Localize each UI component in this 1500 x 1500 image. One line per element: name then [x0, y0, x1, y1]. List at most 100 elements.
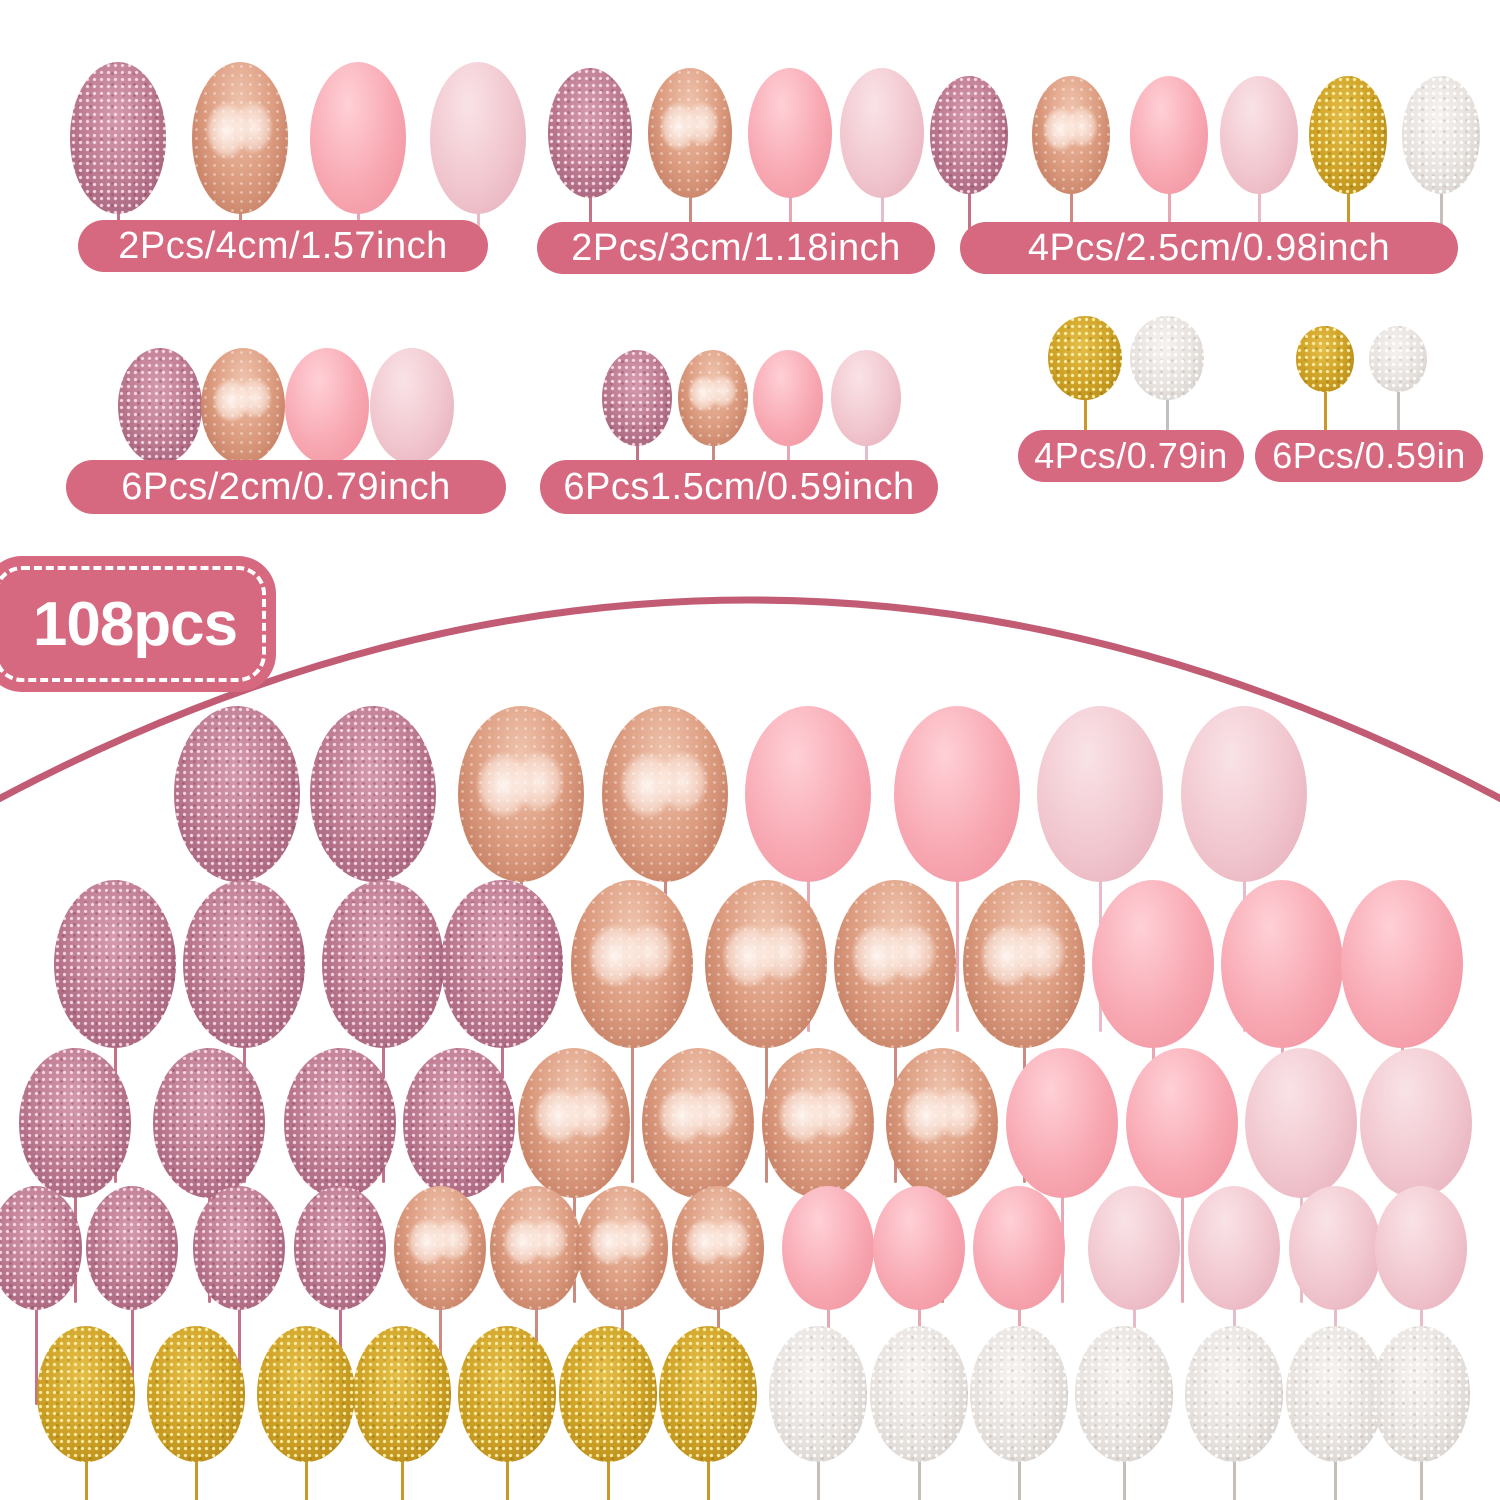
size-label: 4Pcs/2.5cm/0.98inch [1027, 226, 1391, 269]
ball-rosegold [963, 880, 1085, 1048]
size-label-pill: 6Pcs/2cm/0.79inch [66, 460, 506, 514]
size-label-pill: 2Pcs/4cm/1.57inch [78, 220, 488, 272]
ball-stick [880, 174, 884, 230]
ball-stick [1232, 1437, 1236, 1500]
ball-glitter-white [1185, 1326, 1283, 1462]
ball-pink [753, 350, 823, 446]
ball-stick [711, 428, 715, 468]
ball-glitter-pink [19, 1048, 131, 1198]
ball-glitter-white [1402, 76, 1480, 194]
ball-glitter-pink [118, 348, 202, 464]
ball-pink [894, 706, 1020, 882]
ball-glitter-white [1286, 1326, 1384, 1462]
ball-glitter-pink [193, 1186, 285, 1310]
ball-rosegold [642, 1048, 754, 1198]
ball-stick [1083, 384, 1087, 438]
ball-glitter-pink [310, 706, 436, 882]
ball-stick [588, 174, 592, 230]
ball-glitter-pink [54, 880, 176, 1048]
ball-lightpink [1245, 1048, 1357, 1198]
ball-stick [84, 1437, 88, 1500]
size-label-pill: 2Pcs/3cm/1.18inch [537, 222, 935, 274]
ball-pink [745, 706, 871, 882]
ball-stick [1122, 1437, 1126, 1500]
ball-stick [706, 1437, 710, 1500]
size-label-pill: 4Pcs/0.79in [1018, 430, 1244, 482]
ball-stick [304, 1437, 308, 1500]
ball-stick [237, 1287, 241, 1405]
ball-pink [873, 1186, 965, 1310]
ball-glitter-gold [559, 1326, 657, 1462]
size-label: 2Pcs/4cm/1.57inch [118, 224, 448, 267]
ball-rosegold [576, 1186, 668, 1310]
size-label: 4Pcs/0.79in [1034, 435, 1228, 476]
ball-glitter-gold [257, 1326, 355, 1462]
ball-stick [788, 174, 792, 230]
ball-glitter-gold [1048, 316, 1122, 400]
size-label-pill: 6Pcs/0.59in [1255, 430, 1483, 482]
ball-lightpink [1220, 76, 1298, 194]
ball-glitter-white [870, 1326, 968, 1462]
ball-stick [130, 1287, 134, 1405]
ball-glitter-pink [183, 880, 305, 1048]
ball-rosegold [834, 880, 956, 1048]
ball-glitter-pink [153, 1048, 265, 1198]
ball-lightpink [1188, 1186, 1280, 1310]
ball-stick [1439, 172, 1443, 230]
badge-dashed-border [0, 566, 266, 682]
ball-pink [310, 62, 406, 214]
ball-rosegold [192, 62, 288, 214]
ball-stick [606, 1437, 610, 1500]
ball-glitter-pink [174, 706, 300, 882]
ball-pink [285, 348, 369, 464]
size-label: 2Pcs/3cm/1.18inch [571, 226, 901, 269]
ball-glitter-pink [284, 1048, 396, 1198]
ball-pink [782, 1186, 874, 1310]
ball-stick [967, 172, 971, 230]
ball-glitter-gold [659, 1326, 757, 1462]
ball-rosegold [602, 706, 728, 882]
ball-stick [630, 1017, 634, 1183]
ball-pink [1341, 880, 1463, 1048]
ball-rosegold [571, 880, 693, 1048]
ball-glitter-pink [441, 880, 563, 1048]
ball-stick [194, 1437, 198, 1500]
ball-stick [1257, 172, 1261, 230]
ball-stick [400, 1437, 404, 1500]
count-badge-label: 108pcs [32, 589, 238, 659]
ball-stick [1333, 1437, 1337, 1500]
ball-lightpink [840, 68, 924, 198]
ball-glitter-pink [322, 880, 444, 1048]
ball-glitter-gold [37, 1326, 135, 1462]
ball-rosegold [201, 348, 285, 464]
count-badge: 108pcs [0, 556, 276, 692]
ball-stick [1069, 172, 1073, 230]
ball-glitter-pink [294, 1186, 386, 1310]
ball-glitter-gold [458, 1326, 556, 1462]
ball-rosegold [518, 1048, 630, 1198]
ball-glitter-pink [86, 1186, 178, 1310]
ball-stick [816, 1437, 820, 1500]
size-label: 6Pcs/0.59in [1272, 435, 1466, 476]
ball-lightpink [1181, 706, 1307, 882]
ball-rosegold [762, 1048, 874, 1198]
ball-glitter-pink [70, 62, 166, 214]
ball-stick [1396, 380, 1400, 438]
ball-stick [1323, 380, 1327, 438]
ball-lightpink [831, 350, 901, 446]
ball-stick [1180, 1171, 1184, 1303]
ball-pink [973, 1186, 1065, 1310]
ball-glitter-pink [403, 1048, 515, 1198]
ball-pink [748, 68, 832, 198]
ball-glitter-white [970, 1326, 1068, 1462]
ball-lightpink [1360, 1048, 1472, 1198]
ball-lightpink [370, 348, 454, 464]
ball-rosegold [678, 350, 748, 446]
ball-glitter-white [1372, 1326, 1470, 1462]
ball-lightpink [1289, 1186, 1381, 1310]
size-label-pill: 6Pcs1.5cm/0.59inch [540, 460, 938, 514]
ball-rosegold [648, 68, 732, 198]
ball-stick [1167, 172, 1171, 230]
ball-glitter-gold [353, 1326, 451, 1462]
